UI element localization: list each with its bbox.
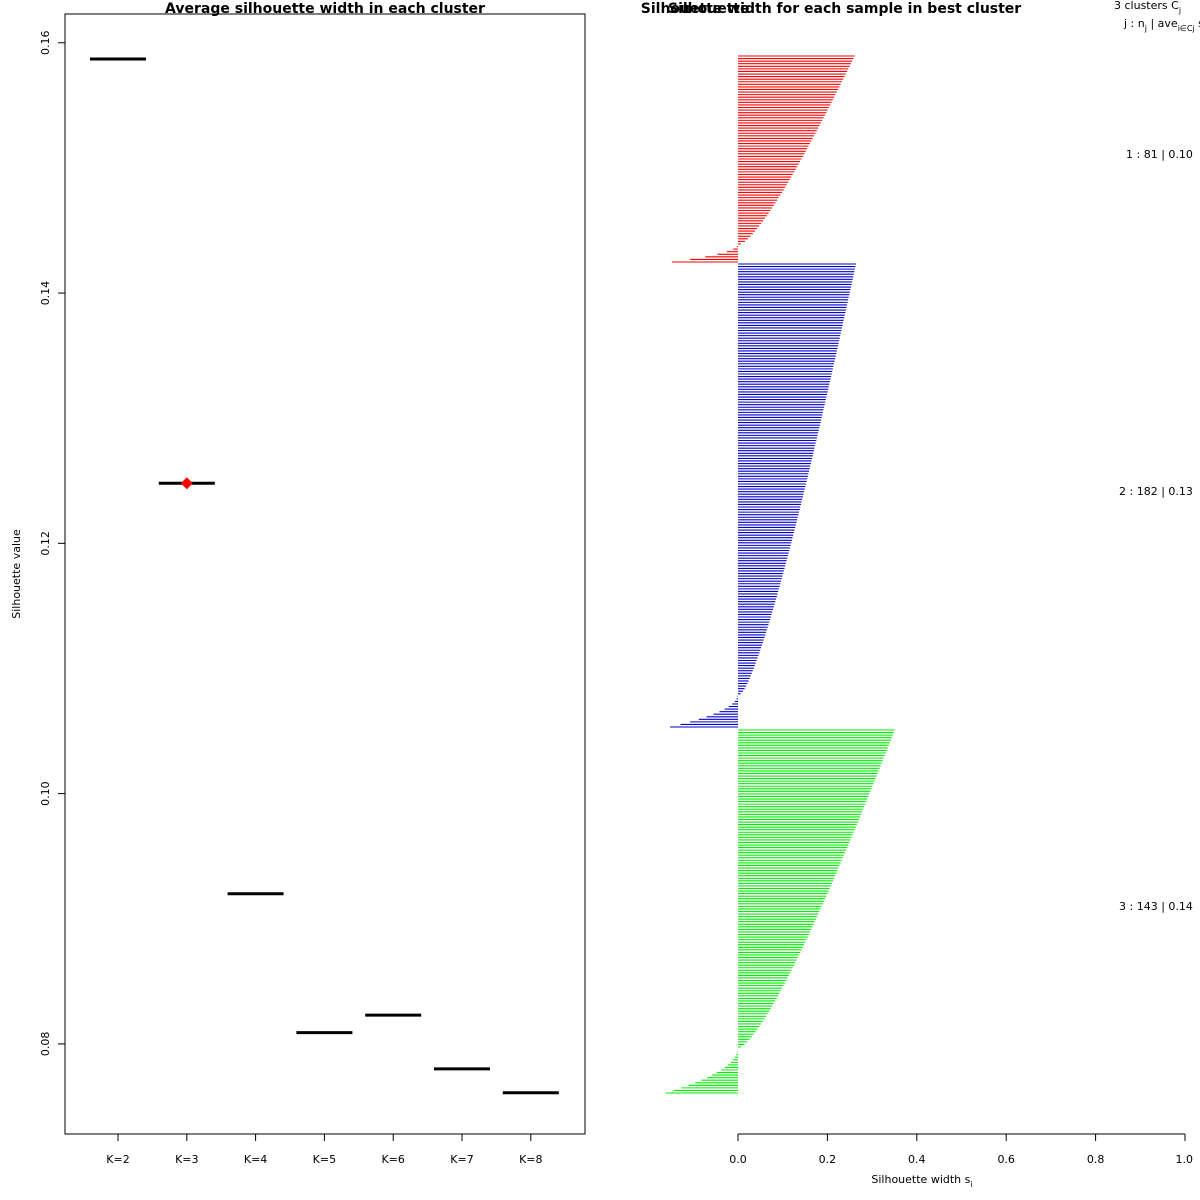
right-x-tick-label: 0.4: [908, 1153, 926, 1166]
right-x-tick-label: 0.8: [1087, 1153, 1105, 1166]
left-x-tick-label: K=7: [450, 1153, 473, 1166]
right-x-axis-label-sub: i: [970, 1180, 972, 1189]
left-x-tick-label: K=2: [106, 1153, 129, 1166]
left-y-axis: 0.08 0.10 0.12 0.14 0.16: [39, 31, 65, 1057]
right-x-axis: 0.0 0.2 0.4 0.6 0.8 1.0: [729, 1133, 1194, 1166]
left-x-axis: K=2 K=3 K=4 K=5 K=6 K=7 K=8: [106, 1134, 543, 1166]
silhouette-bars: [665, 55, 895, 1094]
cluster-label: 1 : 81 | 0.10: [1126, 148, 1193, 161]
left-y-tick-label: 0.12: [39, 531, 52, 556]
avg-silhouette-panel: Average silhouette width in each cluster…: [10, 1, 586, 1166]
cluster-labels: 1 : 81 | 0.10 2 : 182 | 0.13 3 : 143 | 0.1…: [1119, 148, 1193, 913]
left-y-axis-label: Silhouette value: [10, 529, 23, 619]
best-k-marker: [180, 477, 193, 490]
right-x-tick-label: 0.6: [997, 1153, 1015, 1166]
right-x-tick-label: 0.0: [729, 1153, 747, 1166]
cluster-label: 2 : 182 | 0.13: [1119, 485, 1193, 498]
right-x-axis-label-text: Silhouette width s: [871, 1173, 970, 1186]
header-line-1-text: 3 clusters C: [1114, 0, 1179, 12]
cluster-label: 3 : 143 | 0.14: [1119, 900, 1193, 913]
left-x-tick-label: K=4: [244, 1153, 267, 1166]
left-plot-box: [64, 13, 586, 1135]
header-line-2-sub: j: [1144, 24, 1147, 33]
header-line-1: 3 clusters Cj: [1114, 0, 1181, 15]
left-x-tick-label: K=3: [175, 1153, 198, 1166]
left-y-tick-label: 0.16: [39, 31, 52, 56]
left-y-tick-label: 0.08: [39, 1032, 52, 1057]
left-x-tick-label: K=8: [519, 1153, 542, 1166]
left-x-tick-label: K=5: [313, 1153, 336, 1166]
right-x-axis-label: Silhouette width si: [871, 1173, 972, 1189]
header-line-2-text: j : n: [1123, 17, 1145, 30]
right-title-overlap: Silhouette: [668, 1, 750, 17]
right-x-tick-label: 0.2: [819, 1153, 837, 1166]
header-line-2: j : nj | avei∈Cj s: [1123, 17, 1200, 33]
silhouette-plot-panel: Silhouette Silhouette width for each sam…: [641, 0, 1200, 1189]
header-line-1-sub: j: [1178, 6, 1181, 15]
left-chart-title: Average silhouette width in each cluster: [165, 1, 485, 17]
header-line-2-sub2: i∈Cj: [1178, 24, 1195, 33]
right-x-tick-label: 1.0: [1176, 1153, 1194, 1166]
left-y-tick-label: 0.10: [39, 781, 52, 806]
left-x-tick-label: K=6: [381, 1153, 404, 1166]
header-line-2-tail: s: [1195, 17, 1200, 30]
header-line-2-rest: | ave: [1147, 17, 1178, 30]
left-marks: [90, 57, 559, 1095]
right-chart-title: Silhouette width for each sample in best…: [641, 1, 1022, 17]
left-y-tick-label: 0.14: [39, 281, 52, 306]
